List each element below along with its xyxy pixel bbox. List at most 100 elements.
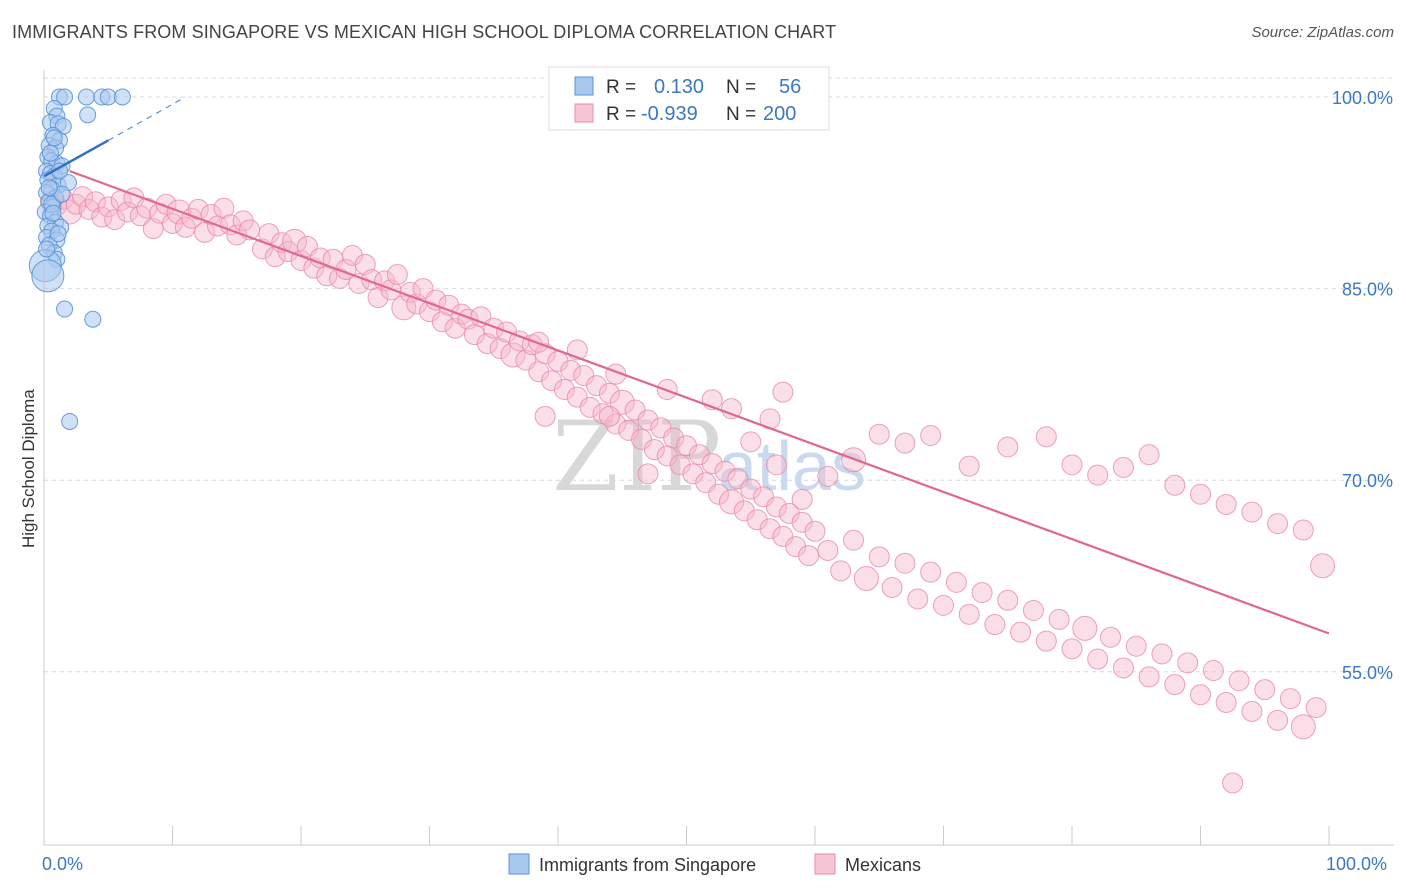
mexicans-point — [1279, 688, 1301, 710]
mexicans-point — [778, 502, 800, 524]
mexicans-point — [1151, 643, 1173, 665]
singapore-point — [99, 88, 117, 106]
mexicans-point — [500, 342, 526, 368]
mexicans-point — [1215, 691, 1237, 713]
legend-n-label-2: N = — [726, 104, 756, 125]
mexicans-point — [1164, 674, 1186, 696]
singapore-point — [40, 179, 58, 197]
mexicans-point — [765, 454, 787, 476]
legend-r-value-1: 0.130 — [654, 76, 704, 98]
mexicans-point — [1087, 648, 1109, 670]
mexicans-point — [1112, 456, 1134, 478]
singapore-point — [77, 88, 95, 106]
mexicans-point — [765, 496, 787, 518]
singapore-trend-line — [43, 139, 109, 178]
singapore-point — [31, 259, 65, 293]
mexicans-point — [1190, 684, 1211, 706]
mexicans-point — [1241, 700, 1263, 722]
mexicans-point — [958, 455, 980, 477]
mexicans-point — [72, 186, 94, 208]
mexicans-point — [1215, 493, 1237, 515]
mexicans-point — [669, 454, 691, 476]
chart-title: IMMIGRANTS FROM SINGAPORE VS MEXICAN HIG… — [12, 22, 837, 42]
mexicans-point — [1177, 652, 1199, 674]
mexicans-point — [219, 214, 241, 236]
mexicans-point — [1087, 464, 1109, 486]
mexicans-point — [945, 571, 967, 593]
mexicans-point — [718, 489, 744, 515]
mexicans-point — [772, 381, 794, 403]
x-tick-label-min: 0.0% — [42, 854, 83, 874]
singapore-point — [56, 300, 74, 318]
y-axis-label: High School Diploma — [19, 389, 38, 548]
mexicans-point — [431, 311, 453, 333]
mexicans-point — [1112, 657, 1134, 679]
watermark-atlas: atlas — [718, 427, 866, 505]
mexicans-point — [843, 529, 865, 551]
mexicans-point — [907, 588, 929, 610]
y-tick-label: 100.0% — [1332, 88, 1393, 108]
mexicans-point — [560, 359, 582, 381]
mexicans-point — [97, 196, 119, 218]
mexicans-point — [609, 389, 635, 415]
mexicans-point — [1222, 772, 1244, 794]
legend-r-label-1: R = — [606, 77, 636, 98]
mexicans-point — [586, 375, 608, 397]
mexicans-point — [1254, 679, 1276, 701]
mexicans-point — [483, 317, 505, 339]
mexicans-point — [1061, 454, 1083, 476]
mexicans-point — [1290, 714, 1316, 740]
mexicans-point — [1292, 519, 1314, 541]
mexicans-point — [853, 566, 879, 592]
x-axis-ticks — [43, 826, 1330, 845]
mexicans-point — [740, 478, 762, 500]
legend-r-label-2: R = — [606, 104, 636, 125]
mexicans-point — [798, 545, 820, 567]
mexicans-point — [1035, 630, 1057, 652]
mexicans-point — [894, 432, 916, 454]
mexicans-point — [720, 398, 742, 420]
mexicans-point — [579, 396, 601, 418]
mexicans-point — [817, 539, 839, 561]
mexicans-point — [367, 287, 389, 309]
mexicans-point — [984, 614, 1006, 636]
singapore-point — [44, 204, 62, 222]
mexicans-point — [1138, 444, 1160, 466]
mexicans-point — [708, 483, 730, 505]
mexicans-point — [598, 405, 620, 427]
legend-n-value-1: 56 — [779, 76, 801, 98]
mexicans-point — [391, 295, 417, 321]
mexicans-point — [553, 379, 575, 401]
legend-n-value-2: 200 — [763, 103, 796, 125]
mexicans-point — [701, 453, 723, 475]
mexicans-point — [920, 424, 942, 446]
mexicans-point — [1310, 553, 1336, 579]
mexicans-point — [200, 204, 222, 226]
mexicans-point — [733, 500, 755, 522]
mexicans-point — [1035, 426, 1057, 448]
singapore-point — [79, 106, 97, 124]
mexicans-point — [573, 364, 595, 386]
mexicans-point — [772, 525, 794, 547]
mexicans-point — [213, 197, 235, 219]
singapore-point — [56, 88, 74, 106]
mexicans-point — [425, 289, 447, 311]
mexicans-point — [753, 486, 775, 508]
mexicans-point — [1228, 670, 1250, 692]
mexicans-point — [714, 460, 736, 482]
mexicans-point — [419, 301, 440, 323]
mexicans-point — [759, 518, 781, 540]
mexicans-points — [39, 186, 1336, 794]
mexicans-point — [1241, 501, 1263, 523]
mexicans-point — [637, 463, 659, 485]
mexicans-point — [438, 294, 460, 316]
mexicans-point — [566, 386, 588, 408]
legend-swatch-blue — [574, 76, 594, 96]
mexicans-point — [624, 399, 646, 421]
mexicans-point — [618, 419, 640, 441]
chart-source: Source: ZipAtlas.com — [1251, 24, 1394, 41]
mexicans-point — [104, 209, 126, 231]
mexicans-trend-line — [69, 170, 1330, 635]
legend-n-label-1: N = — [726, 77, 756, 98]
